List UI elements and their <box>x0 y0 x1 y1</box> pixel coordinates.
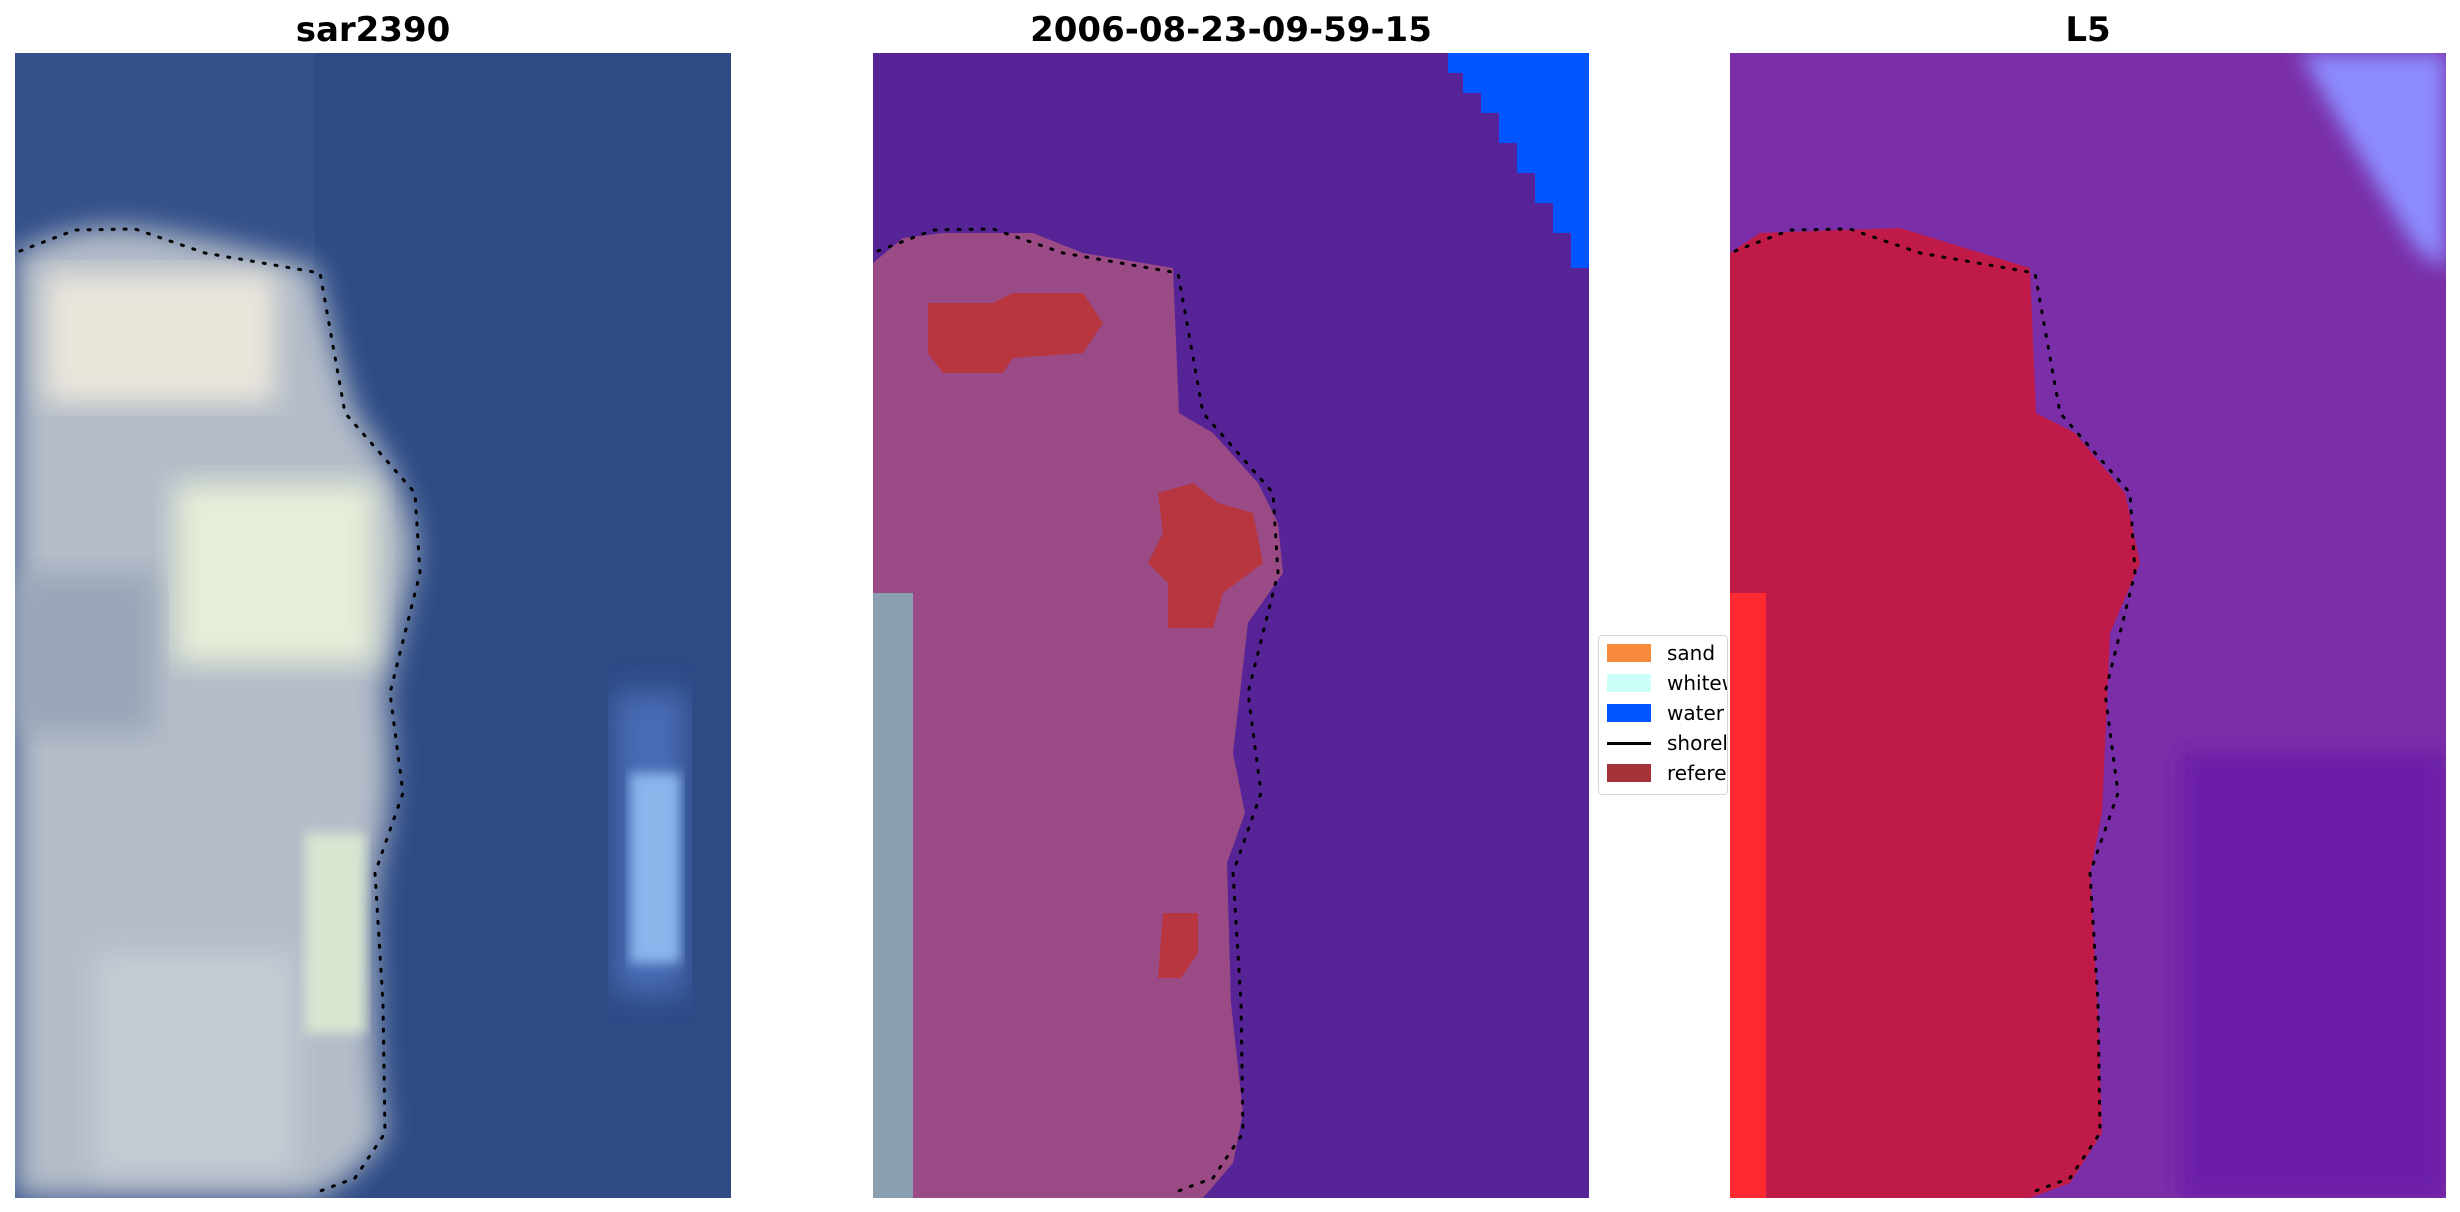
panel-title-rgb: sar2390 <box>15 6 731 54</box>
legend-label: sand <box>1667 641 1715 665</box>
shoreline-line-icon <box>1607 742 1651 745</box>
index-image <box>1730 53 2446 1198</box>
legend-item-sand: sand <box>1607 640 1715 666</box>
panel-title-classification: 2006-08-23-09-59-15 <box>873 6 1589 54</box>
classification-image <box>873 53 1589 1198</box>
legend-label: reference <box>1667 761 1728 785</box>
classification-panel <box>873 53 1589 1198</box>
legend-item-reference: reference <box>1607 760 1728 786</box>
rgb-image-panel <box>15 53 731 1198</box>
legend-label: shoreline <box>1667 731 1728 755</box>
legend-item-shoreline: shoreline <box>1607 730 1728 756</box>
index-panel <box>1730 53 2446 1198</box>
whitewater-class-region <box>873 593 913 1198</box>
whitewater-swatch <box>1607 674 1651 692</box>
water-swatch <box>1607 704 1651 722</box>
legend-label: water <box>1667 701 1724 725</box>
reference-swatch <box>1607 764 1651 782</box>
sand-swatch <box>1607 644 1651 662</box>
legend-item-water: water <box>1607 700 1724 726</box>
panel-title-index: L5 <box>1730 6 2446 54</box>
edge-index-region <box>1730 593 1766 1198</box>
rgb-image <box>15 53 731 1198</box>
